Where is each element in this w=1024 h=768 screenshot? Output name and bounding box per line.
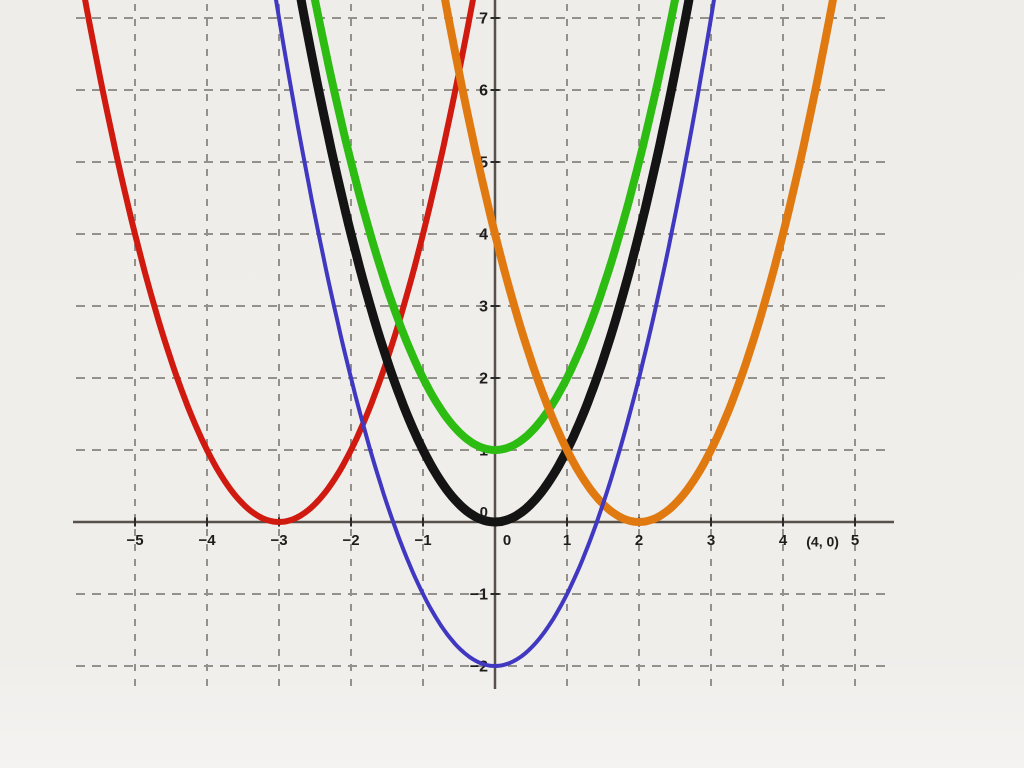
x-tick-label: −5 (126, 532, 143, 549)
y-tick-label: 0 (480, 504, 488, 521)
x-tick-label: 0 (503, 532, 511, 549)
x-tick-label: 4 (779, 532, 788, 549)
x-tick-label: −3 (270, 532, 287, 549)
x-tick-label: −1 (414, 532, 431, 549)
y-tick-label: 5 (479, 155, 488, 172)
black-parabola (296, 0, 694, 527)
green-parabola (310, 0, 680, 454)
blue-parabola (274, 0, 716, 669)
y-tick-label: 3 (479, 299, 488, 316)
y-tick-label: 2 (479, 371, 488, 388)
y-tick-label: 6 (479, 83, 488, 100)
y-tick-label: 4 (479, 227, 488, 244)
x-tick-label: 5 (851, 532, 859, 549)
y-tick-label: 7 (479, 11, 488, 28)
x-tick-label: 1 (563, 532, 571, 549)
x-tick-label: −4 (198, 532, 216, 549)
y-tick-label: −1 (470, 587, 488, 604)
orange-parabola (441, 0, 837, 527)
x-tick-label: 3 (707, 532, 715, 549)
x-tick-label: 2 (635, 532, 643, 549)
x-tick-label: −2 (342, 532, 359, 549)
point-annotation: (4, 0) (806, 533, 839, 549)
red-parabola (82, 0, 476, 526)
